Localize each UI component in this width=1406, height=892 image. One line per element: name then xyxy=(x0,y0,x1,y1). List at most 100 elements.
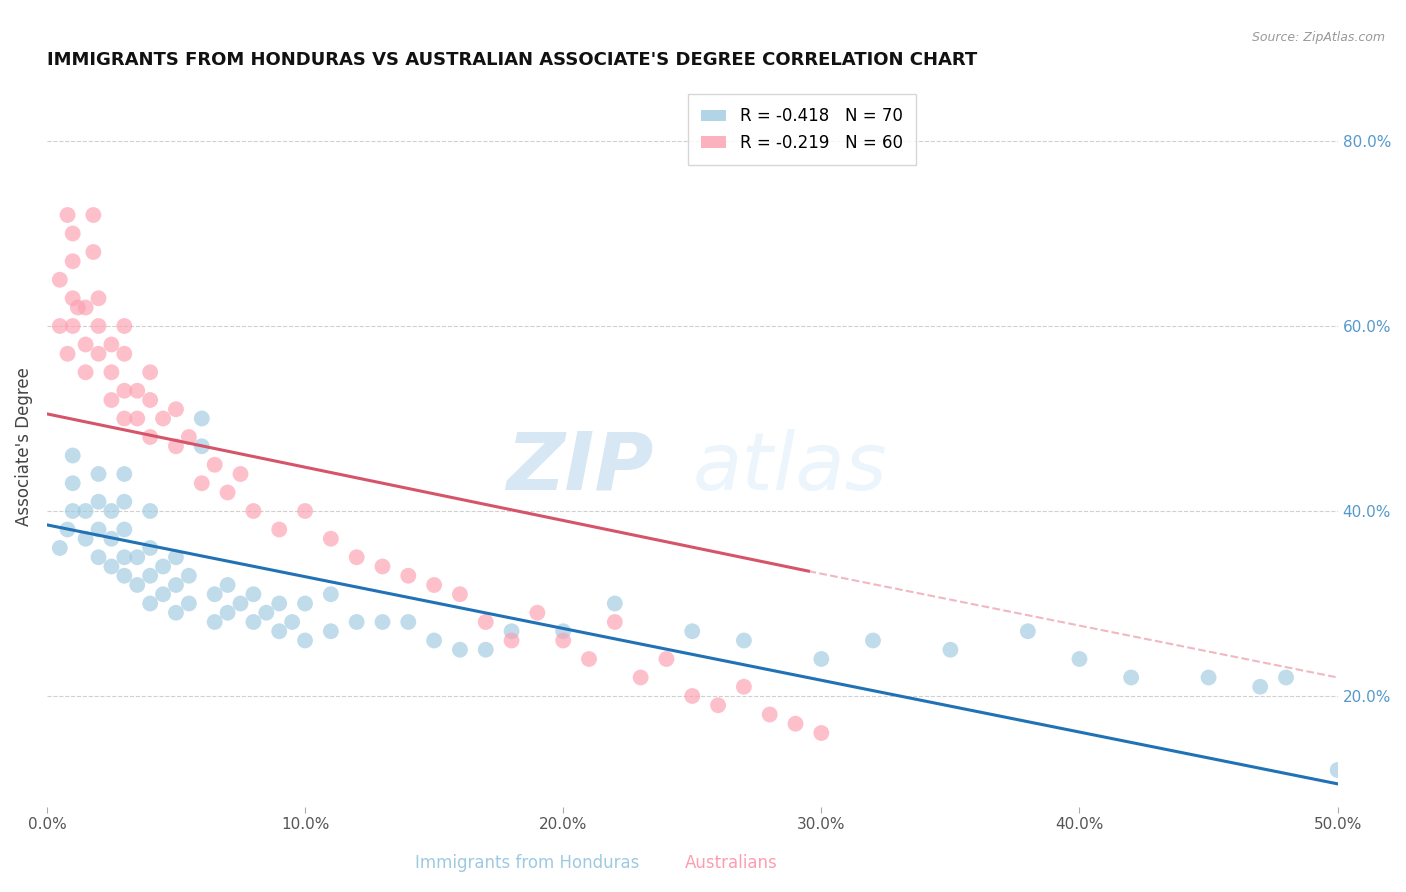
Point xyxy=(165,439,187,453)
Point xyxy=(785,716,807,731)
Point xyxy=(474,642,496,657)
Point xyxy=(152,559,174,574)
Point xyxy=(217,606,239,620)
Point xyxy=(177,568,200,582)
Point xyxy=(229,467,252,481)
Point xyxy=(1249,680,1271,694)
Point xyxy=(526,606,548,620)
Point xyxy=(49,541,72,555)
Point xyxy=(681,624,703,639)
Point xyxy=(294,633,316,648)
Point xyxy=(346,550,368,565)
Point xyxy=(165,578,187,592)
Point xyxy=(112,318,135,333)
Point xyxy=(139,597,162,611)
Point xyxy=(75,301,97,315)
Point xyxy=(319,587,342,601)
Point xyxy=(553,624,575,639)
Point xyxy=(56,523,79,537)
Point xyxy=(127,550,149,565)
Point xyxy=(294,504,316,518)
Point xyxy=(62,318,84,333)
Point xyxy=(1017,624,1039,639)
Point xyxy=(139,365,162,379)
Point xyxy=(423,578,446,592)
Point xyxy=(449,587,471,601)
Point xyxy=(177,597,200,611)
Point xyxy=(87,291,110,305)
Point xyxy=(139,541,162,555)
Point xyxy=(127,411,149,425)
Point xyxy=(87,523,110,537)
Point xyxy=(87,347,110,361)
Point xyxy=(87,550,110,565)
Point xyxy=(165,550,187,565)
Text: Source: ZipAtlas.com: Source: ZipAtlas.com xyxy=(1251,31,1385,45)
Point xyxy=(655,652,678,666)
Point xyxy=(681,689,703,703)
Point xyxy=(62,476,84,491)
Point xyxy=(112,568,135,582)
Point xyxy=(217,578,239,592)
Text: IMMIGRANTS FROM HONDURAS VS AUSTRALIAN ASSOCIATE'S DEGREE CORRELATION CHART: IMMIGRANTS FROM HONDURAS VS AUSTRALIAN A… xyxy=(46,51,977,69)
Point xyxy=(127,384,149,398)
Point xyxy=(82,245,104,260)
Point xyxy=(269,597,291,611)
Point xyxy=(733,680,755,694)
Point xyxy=(396,568,419,582)
Point xyxy=(56,208,79,222)
Point xyxy=(204,615,226,629)
Point xyxy=(603,615,626,629)
Point xyxy=(75,504,97,518)
Point xyxy=(707,698,730,713)
Point xyxy=(371,615,394,629)
Point xyxy=(112,550,135,565)
Point xyxy=(501,624,523,639)
Point xyxy=(294,597,316,611)
Point xyxy=(100,365,122,379)
Text: Australians: Australians xyxy=(685,855,778,872)
Point xyxy=(66,301,89,315)
Point xyxy=(62,227,84,241)
Point xyxy=(82,208,104,222)
Point xyxy=(939,642,962,657)
Point xyxy=(127,578,149,592)
Point xyxy=(112,523,135,537)
Point xyxy=(204,587,226,601)
Point xyxy=(75,337,97,351)
Point xyxy=(269,523,291,537)
Point xyxy=(191,411,214,425)
Point xyxy=(1119,671,1142,685)
Point xyxy=(112,384,135,398)
Point xyxy=(62,449,84,463)
Point xyxy=(62,254,84,268)
Point xyxy=(87,494,110,508)
Point xyxy=(56,347,79,361)
Point xyxy=(177,430,200,444)
Point xyxy=(112,494,135,508)
Point xyxy=(1198,671,1220,685)
Point xyxy=(1275,671,1298,685)
Point xyxy=(346,615,368,629)
Point xyxy=(152,587,174,601)
Point xyxy=(603,597,626,611)
Text: ZIP: ZIP xyxy=(506,429,654,507)
Point xyxy=(319,532,342,546)
Point xyxy=(630,671,652,685)
Point xyxy=(191,476,214,491)
Point xyxy=(87,467,110,481)
Point xyxy=(87,318,110,333)
Point xyxy=(165,402,187,417)
Text: Immigrants from Honduras: Immigrants from Honduras xyxy=(415,855,640,872)
Point xyxy=(62,504,84,518)
Point xyxy=(75,532,97,546)
Point xyxy=(810,726,832,740)
Point xyxy=(139,392,162,407)
Point xyxy=(423,633,446,648)
Point xyxy=(242,587,264,601)
Point xyxy=(62,291,84,305)
Point xyxy=(733,633,755,648)
Point xyxy=(578,652,600,666)
Point xyxy=(152,411,174,425)
Point xyxy=(49,318,72,333)
